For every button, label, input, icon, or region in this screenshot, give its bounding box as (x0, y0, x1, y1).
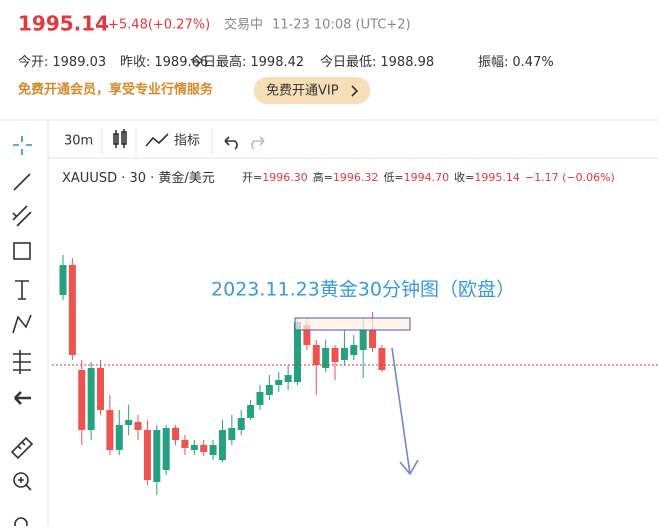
drawn-box (294, 317, 411, 331)
stat-label: 昨收: (120, 55, 150, 70)
vip-button-label[interactable]: 免费开通VIP (266, 84, 339, 99)
price: 1995.14 (18, 12, 109, 36)
channel-tool[interactable] (12, 205, 32, 227)
candle-body (218, 430, 226, 460)
stat-value: 1989.66 (154, 55, 208, 70)
candle-body (190, 445, 198, 450)
ohlc-change: −1.17 (−0.06%) (525, 171, 615, 184)
candle-body (143, 430, 151, 480)
promo-text: 免费开通会员，享受专业行情服务 (18, 82, 214, 98)
fib-tool[interactable] (13, 350, 31, 374)
candle-body (340, 348, 348, 360)
indicator-button[interactable]: 指标 (174, 134, 200, 149)
stat-label: 振幅: (478, 55, 508, 70)
candle-body (275, 380, 283, 385)
candle-body (322, 348, 330, 368)
text-tool[interactable] (15, 280, 29, 300)
candle-body (369, 330, 377, 348)
ohlc-label: 开= (242, 171, 262, 184)
undo-button[interactable] (224, 136, 238, 150)
left-toolbar (10, 136, 34, 530)
stat-value: 1988.98 (380, 55, 434, 70)
ohlc-value: 1996.30 (262, 171, 308, 184)
stat: 今日最低: 1988.98 (320, 54, 434, 70)
candle-body (247, 405, 255, 418)
candle-body (228, 428, 236, 440)
stat-value: 1989.03 (52, 55, 106, 70)
candle-body (331, 348, 339, 362)
candle-body (181, 440, 189, 448)
crosshair-tool[interactable] (13, 136, 32, 155)
candle-body (350, 345, 358, 355)
zoom-tool-cross (18, 477, 32, 491)
candle-body (312, 345, 320, 365)
stat-label: 今开: (18, 54, 48, 70)
stat: 昨收: 1989.66 (120, 55, 208, 70)
annotation: 2023.11.23黄金30分钟图（欧盘） (211, 279, 515, 301)
ohlc-label: 高= (313, 170, 333, 184)
candle-body (78, 370, 86, 430)
stat-value: 1998.42 (250, 55, 304, 70)
time: 11-23 10:08 (UTC+2) (272, 18, 411, 33)
pattern-tool[interactable] (12, 314, 32, 334)
candle-body (200, 445, 208, 452)
change: +5.48(+0.27%) (108, 18, 210, 33)
vip-button[interactable]: 免费开通VIP (254, 77, 370, 104)
candle-body (162, 428, 170, 470)
stat-value: 0.47% (512, 55, 553, 70)
back-tool[interactable] (14, 391, 31, 405)
stat-label: 今日最低: (320, 54, 376, 70)
status: 交易中 (224, 17, 263, 33)
candle-body (237, 418, 245, 430)
candle-body (153, 430, 161, 482)
candle-body (256, 392, 264, 405)
drawn-arrow (391, 347, 419, 476)
stat: 振幅: 0.47% (478, 55, 554, 70)
candle-body (284, 375, 292, 382)
stat: 今开: 1989.03 (18, 54, 106, 70)
candle-body (134, 422, 142, 430)
ohlc-value: 1994.70 (404, 171, 450, 184)
ruler-tool[interactable] (10, 436, 34, 460)
candle-type-button[interactable] (113, 129, 127, 148)
line-tool[interactable] (13, 173, 31, 191)
indicator-icon[interactable] (145, 133, 169, 147)
legend-symbol: XAUUSD · 30 · 黄金/美元 (62, 170, 215, 186)
candle-body (303, 325, 311, 345)
candle-body (68, 265, 76, 355)
candle-body (378, 348, 386, 370)
candle-body (59, 265, 67, 295)
chart (52, 255, 658, 495)
candle-body (115, 425, 123, 450)
ohlc-legend: 开=1996.30 高=1996.32 低=1994.70 收=1995.14 −1.1… (242, 170, 615, 184)
candle-body (209, 445, 217, 455)
candle-body (97, 368, 105, 410)
candle-body (265, 385, 273, 395)
stat: 今日最高: 1998.42 (190, 54, 304, 70)
vip-button-bg[interactable] (254, 77, 370, 104)
ohlc-label: 低= (383, 171, 403, 184)
candle-body (172, 428, 180, 440)
rect-tool[interactable] (13, 242, 31, 260)
ohlc-label: 收= (454, 170, 474, 184)
candle-body (87, 368, 95, 430)
candle-body (359, 330, 367, 350)
legend: XAUUSD · 30 · 黄金/美元 (62, 170, 215, 186)
zoom-tool[interactable] (13, 472, 29, 488)
interval-button[interactable]: 30m (64, 134, 93, 149)
stat-label: 今日最高: (190, 54, 246, 70)
candle-body (125, 420, 133, 425)
ohlc-value: 1995.14 (474, 171, 520, 184)
redo-button[interactable] (251, 136, 265, 150)
chevron (351, 85, 359, 97)
candle-body (294, 322, 301, 382)
ohlc-value: 1996.32 (333, 171, 379, 184)
candle-body (106, 410, 114, 450)
magnet-tool[interactable] (14, 517, 28, 530)
